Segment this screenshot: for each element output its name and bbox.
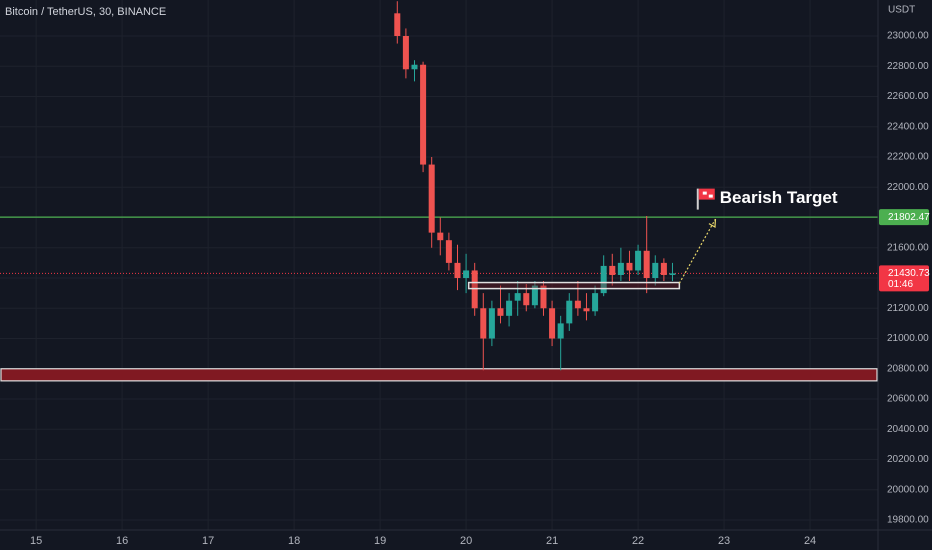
candle-body [454, 262, 461, 279]
y-tick-label: 19800.00 [887, 515, 929, 526]
candle-body [437, 232, 444, 241]
candle-body [488, 308, 495, 339]
candle-body [411, 64, 418, 70]
y-tick-label: 22000.00 [887, 182, 929, 193]
candle-body [480, 308, 487, 339]
candle-body [557, 323, 564, 339]
y-tick-label: 21000.00 [887, 333, 929, 344]
x-tick-label: 15 [30, 535, 42, 547]
x-tick-label: 17 [202, 535, 214, 547]
candle-body [497, 308, 504, 316]
candle-body [592, 293, 599, 312]
level-label: 21802.47 [888, 212, 930, 223]
candle-body [574, 300, 581, 309]
flag-check [708, 194, 713, 198]
candle-body [600, 265, 607, 294]
x-tick-label: 18 [288, 535, 300, 547]
candle-body [428, 164, 435, 233]
candle-body [506, 300, 513, 316]
candle-body [609, 265, 616, 275]
y-tick-label: 22400.00 [887, 121, 929, 132]
candle-body [394, 13, 401, 36]
y-tick-label: 22600.00 [887, 91, 929, 102]
candle-body [643, 250, 650, 279]
level-label-box [879, 209, 929, 226]
candle-body [540, 285, 547, 309]
flag-check [702, 191, 707, 195]
x-tick-label: 23 [718, 535, 730, 547]
x-tick-label: 21 [546, 535, 558, 547]
support-zone [0, 368, 878, 382]
y-tick-label: 20800.00 [887, 363, 929, 374]
x-tick-label: 24 [804, 535, 816, 547]
y-tick-label: 20000.00 [887, 484, 929, 495]
candle-body [626, 262, 633, 271]
countdown-label: 01:46 [888, 279, 913, 290]
last-price-box [879, 265, 929, 292]
candle-body [660, 262, 667, 275]
y-tick-label: 20600.00 [887, 394, 929, 405]
candle-body [471, 270, 478, 309]
candle-body [669, 273, 676, 275]
range-box [467, 281, 681, 290]
candle-body [617, 262, 624, 275]
y-tick-label: 22200.00 [887, 152, 929, 163]
x-tick-label: 22 [632, 535, 644, 547]
x-tick-label: 16 [116, 535, 128, 547]
chart-title: Bitcoin / TetherUS, 30, BINANCE [5, 6, 166, 18]
candle-body [523, 293, 530, 306]
candle-body [635, 250, 642, 271]
y-tick-label: 20400.00 [887, 424, 929, 435]
x-tick-label: 19 [374, 535, 386, 547]
candle-body [420, 64, 427, 165]
candle-body [514, 293, 521, 301]
plot-area [0, 1, 878, 382]
candle-body [583, 308, 590, 312]
annotation-text: Bearish Target [720, 188, 838, 207]
candle-body [402, 35, 409, 70]
arrow-line [678, 218, 716, 284]
y-tick-label: 22800.00 [887, 61, 929, 72]
y-tick-label: 21200.00 [887, 303, 929, 314]
candle-body [445, 240, 452, 263]
last-price-label: 21430.73 [888, 268, 930, 279]
candle-body [566, 300, 573, 324]
arrow-head [708, 218, 717, 228]
y-tick-label: 23000.00 [887, 31, 929, 42]
candle-body [652, 262, 659, 279]
y-tick-label: 21600.00 [887, 242, 929, 253]
candle-body [549, 308, 556, 339]
axis-unit: USDT [888, 5, 915, 16]
x-tick-label: 20 [460, 535, 472, 547]
candle-body [531, 285, 538, 306]
y-tick-label: 20200.00 [887, 454, 929, 465]
candle-body [463, 270, 470, 279]
